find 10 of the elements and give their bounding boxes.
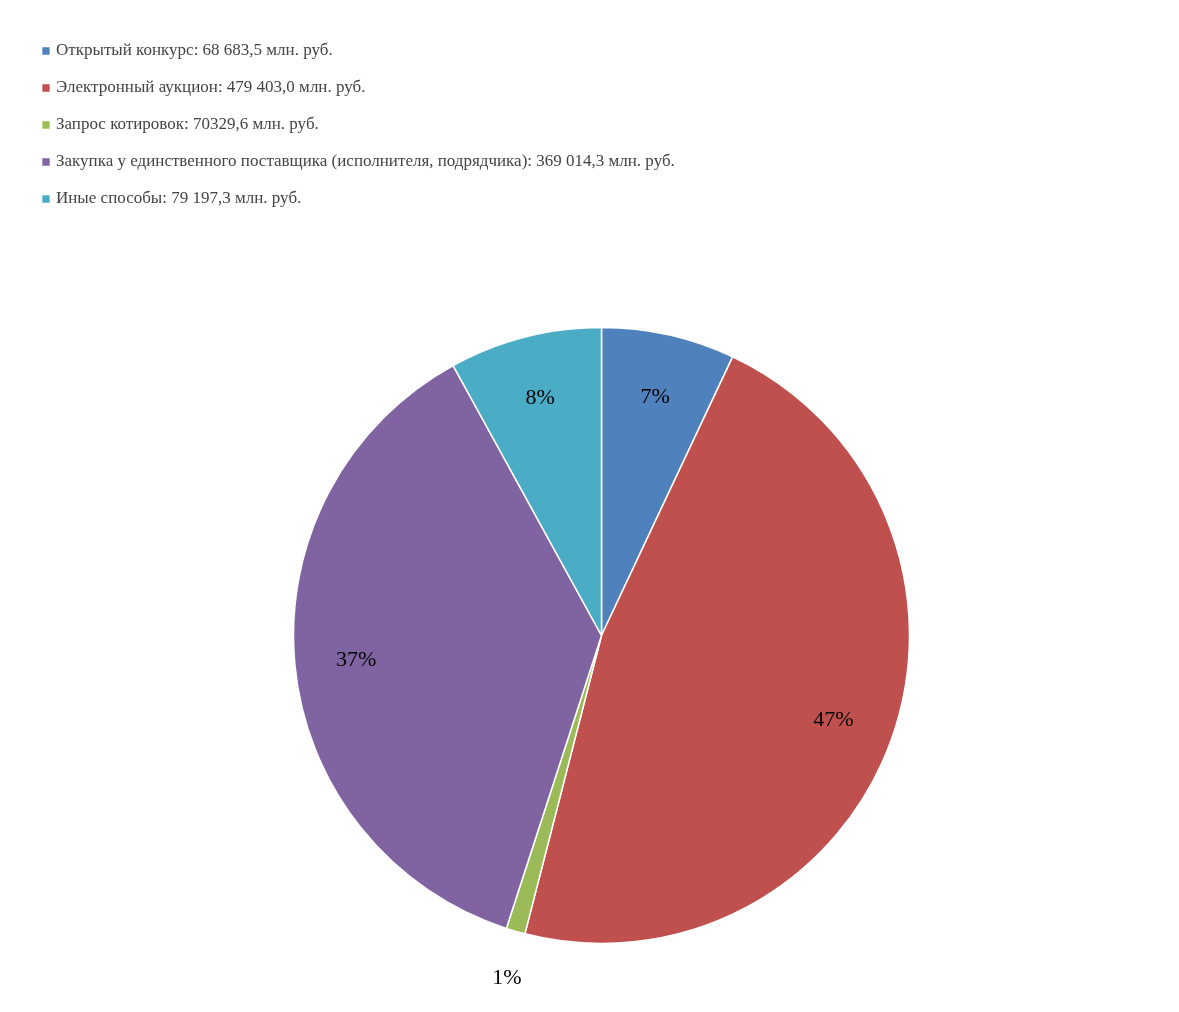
- legend-label: Запрос котировок: 70329,6 млн. руб.: [56, 114, 319, 134]
- legend-label: Открытый конкурс: 68 683,5 млн. руб.: [56, 40, 333, 60]
- data-label: 47%: [813, 706, 854, 732]
- legend-label: Иные способы: 79 197,3 млн. руб.: [56, 188, 302, 208]
- data-label: 7%: [640, 382, 670, 408]
- data-label: 8%: [525, 384, 555, 410]
- legend-label: Закупка у единственного поставщика (исполнителя, подрядчика): 369 014,3 млн. руб.: [56, 151, 675, 171]
- data-label: 37%: [336, 646, 377, 672]
- data-label: 1%: [492, 963, 522, 989]
- legend-label: Электронный аукцион: 479 403,0 млн. руб.: [56, 77, 366, 97]
